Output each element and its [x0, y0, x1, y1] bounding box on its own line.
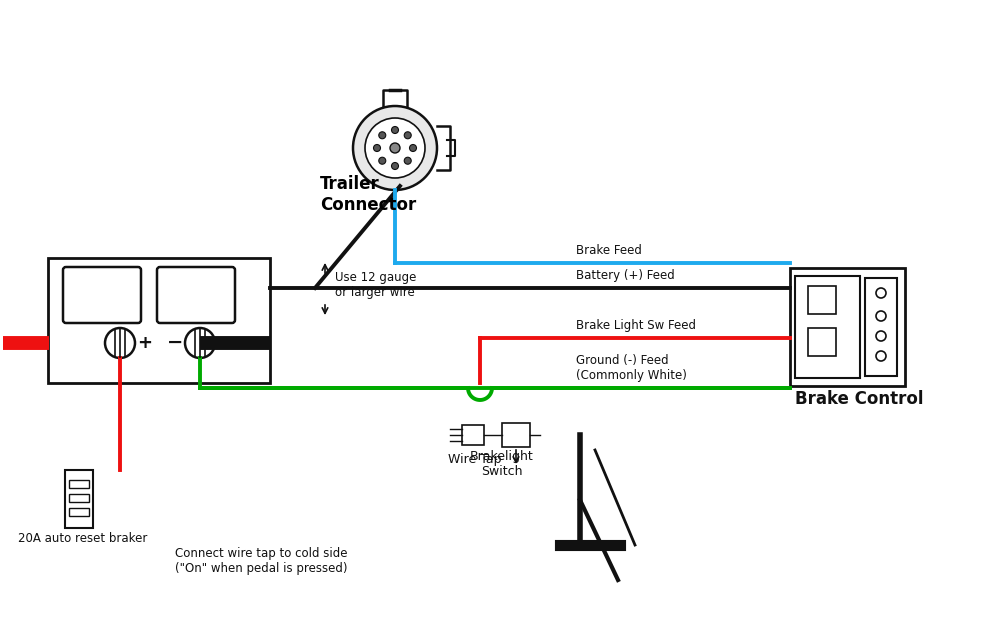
- Bar: [69, 508, 89, 516]
- Text: +: +: [137, 334, 152, 352]
- Circle shape: [876, 288, 886, 298]
- Bar: [808, 286, 836, 314]
- FancyBboxPatch shape: [62, 267, 141, 323]
- Circle shape: [876, 331, 886, 341]
- Circle shape: [404, 157, 411, 164]
- Text: Trailer
Connector: Trailer Connector: [320, 175, 416, 214]
- Text: Battery (+) Feed: Battery (+) Feed: [576, 269, 674, 282]
- Circle shape: [379, 132, 386, 139]
- Circle shape: [390, 143, 400, 153]
- Circle shape: [185, 328, 215, 358]
- Text: Brake Light Sw Feed: Brake Light Sw Feed: [576, 319, 696, 332]
- Bar: [795, 276, 860, 378]
- Circle shape: [876, 311, 886, 321]
- Circle shape: [876, 351, 886, 361]
- Text: Wire Tap: Wire Tap: [448, 453, 502, 466]
- Circle shape: [365, 118, 425, 178]
- Circle shape: [374, 145, 380, 151]
- Bar: [69, 494, 89, 502]
- Bar: [808, 328, 836, 356]
- Text: Connect wire tap to cold side
("On" when pedal is pressed): Connect wire tap to cold side ("On" when…: [175, 547, 348, 575]
- Text: Ground (-) Feed
(Commonly White): Ground (-) Feed (Commonly White): [576, 354, 686, 382]
- Bar: [69, 480, 89, 488]
- Circle shape: [379, 157, 386, 164]
- Bar: [462, 425, 484, 445]
- Bar: [65, 470, 93, 528]
- Bar: [502, 423, 530, 447]
- Text: −: −: [167, 333, 183, 352]
- Bar: [790, 268, 905, 386]
- Bar: [865, 278, 897, 376]
- Circle shape: [404, 132, 411, 139]
- Text: Brake Control: Brake Control: [795, 390, 923, 408]
- Circle shape: [353, 106, 437, 190]
- Circle shape: [391, 163, 398, 169]
- Text: 20A auto reset braker: 20A auto reset braker: [18, 532, 147, 545]
- Text: Brake Feed: Brake Feed: [576, 244, 642, 257]
- Circle shape: [105, 328, 135, 358]
- Circle shape: [391, 127, 398, 133]
- Text: Brakelight
Switch: Brakelight Switch: [470, 450, 534, 478]
- FancyBboxPatch shape: [157, 267, 235, 323]
- Bar: [48, 258, 270, 383]
- Text: Use 12 gauge
or larger wire: Use 12 gauge or larger wire: [335, 271, 416, 299]
- Circle shape: [409, 145, 416, 151]
